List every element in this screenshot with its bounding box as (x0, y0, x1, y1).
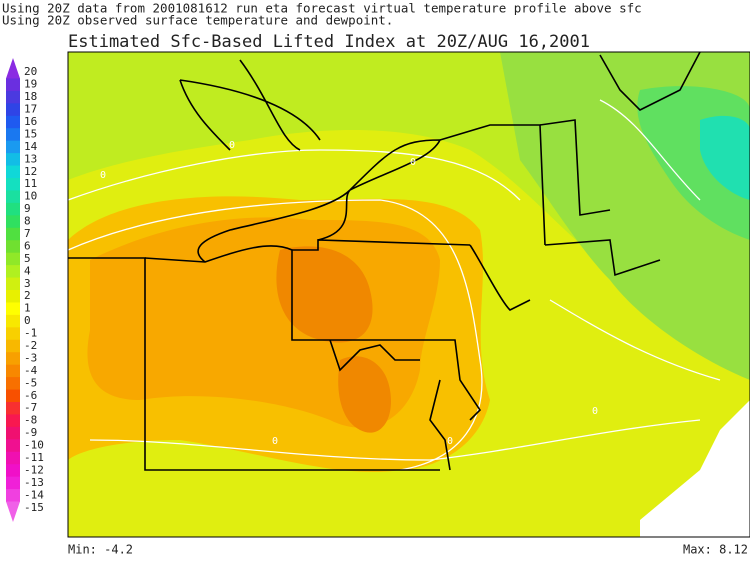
colorbar-label: -15 (24, 501, 44, 514)
colorbar-label: -3 (24, 351, 37, 364)
colorbar-swatch (6, 178, 20, 191)
title: Estimated Sfc-Based Lifted Index at 20Z/… (68, 32, 590, 52)
map: 0 0 0 0 0 0 (67, 51, 750, 538)
colorbar-label: -5 (24, 376, 37, 389)
colorbar-label: -2 (24, 339, 37, 352)
colorbar-label: -11 (24, 451, 44, 464)
header-line: Using 20Z data from 2001081612 run eta f… (2, 1, 642, 16)
colorbar-swatch (6, 90, 20, 104)
colorbar-swatch (6, 153, 20, 167)
colorbar-swatch (6, 227, 20, 241)
colorbar-label: -4 (24, 364, 38, 377)
colorbar-swatch (6, 464, 20, 478)
colorbar-swatch (6, 339, 20, 353)
colorbar-label: -10 (24, 439, 44, 452)
colorbar-label: 14 (24, 140, 38, 153)
colorbar-swatch (6, 140, 20, 154)
contour-label: 0 (410, 157, 416, 168)
colorbar-swatch (6, 103, 20, 117)
colorbar-swatch (6, 364, 20, 378)
colorbar-swatch (6, 265, 20, 279)
colorbar-swatch (6, 58, 20, 79)
colorbar-swatch (6, 252, 20, 266)
min-label: Min: -4.2 (68, 543, 133, 557)
colorbar-swatch (6, 277, 20, 291)
colorbar-label: -14 (24, 488, 44, 501)
colorbar-label: 0 (24, 314, 31, 327)
colorbar: 20191817161514131211109876543210-1-2-3-4… (6, 58, 44, 522)
colorbar-label: -7 (24, 401, 37, 414)
contour-label: 0 (447, 436, 453, 447)
map-frame (67, 51, 750, 538)
colorbar-swatch (6, 451, 20, 465)
colorbar-label: 20 (24, 65, 37, 78)
colorbar-label: 10 (24, 190, 37, 203)
colorbar-label: 12 (24, 165, 37, 178)
colorbar-label: 1 (24, 302, 31, 315)
colorbar-swatch (6, 190, 20, 204)
colorbar-swatch (6, 165, 20, 179)
colorbar-swatch (6, 115, 20, 129)
colorbar-label: -9 (24, 426, 37, 439)
colorbar-label: -8 (24, 414, 37, 427)
colorbar-swatch (6, 501, 20, 522)
contour-label: 0 (592, 406, 598, 417)
colorbar-swatch (6, 290, 20, 303)
colorbar-label: 17 (24, 103, 37, 116)
colorbar-label: 13 (24, 152, 37, 165)
colorbar-label: -6 (24, 389, 37, 402)
colorbar-swatch (6, 314, 20, 328)
colorbar-swatch (6, 414, 20, 428)
colorbar-swatch (6, 240, 20, 254)
colorbar-swatch (6, 476, 20, 490)
contour-label: 0 (272, 436, 278, 447)
colorbar-swatch (6, 402, 20, 415)
colorbar-label: -13 (24, 476, 44, 489)
colorbar-swatch (6, 489, 20, 503)
colorbar-label: 6 (24, 239, 31, 252)
colorbar-label: 7 (24, 227, 31, 240)
colorbar-label: 5 (24, 252, 31, 265)
colorbar-label: -1 (24, 327, 37, 340)
max-label: Max: 8.12 (683, 543, 748, 557)
colorbar-swatch (6, 302, 20, 316)
colorbar-label: 8 (24, 215, 31, 228)
colorbar-swatch (6, 327, 20, 341)
colorbar-label: 11 (24, 177, 37, 190)
colorbar-swatch (6, 202, 20, 216)
colorbar-label: 9 (24, 202, 31, 215)
colorbar-label: 4 (24, 264, 31, 277)
colorbar-swatch (6, 389, 20, 403)
contour-label: 0 (100, 170, 106, 181)
colorbar-label: 16 (24, 115, 37, 128)
colorbar-swatch (6, 352, 20, 366)
header-line: Using 20Z observed surface temperature a… (2, 13, 393, 28)
colorbar-label: -12 (24, 463, 44, 476)
contour-label: 0 (229, 140, 235, 151)
colorbar-swatch (6, 377, 20, 391)
colorbar-swatch (6, 439, 20, 453)
colorbar-label: 15 (24, 127, 37, 140)
colorbar-label: 19 (24, 78, 37, 91)
colorbar-label: 2 (24, 289, 31, 302)
colorbar-swatch (6, 215, 20, 229)
colorbar-swatch (6, 426, 20, 440)
colorbar-label: 3 (24, 277, 31, 290)
colorbar-swatch (6, 78, 20, 92)
colorbar-swatch (6, 128, 20, 142)
colorbar-label: 18 (24, 90, 37, 103)
